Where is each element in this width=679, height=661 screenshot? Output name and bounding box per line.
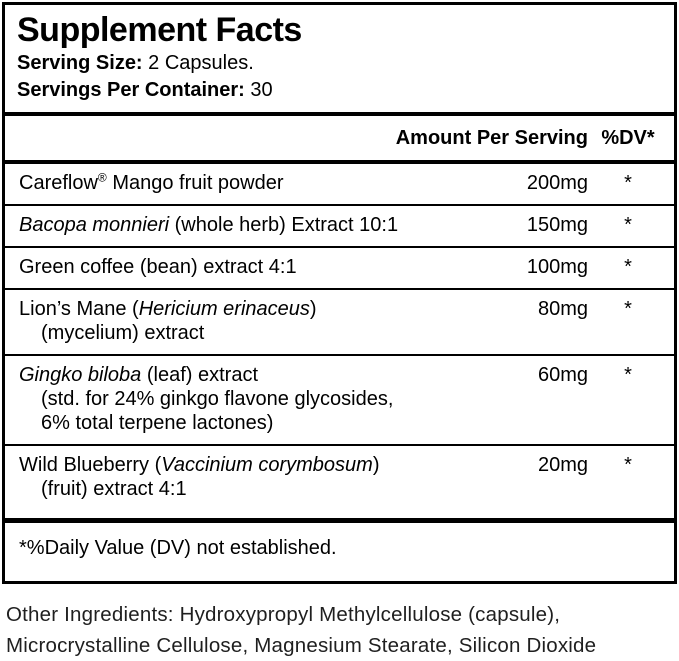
serving-size-value: 2 Capsules. — [148, 52, 254, 74]
servings-per-container-line: Servings Per Container: 30 — [17, 77, 662, 104]
ingredient-dv: * — [624, 172, 632, 194]
ingredient-name: Gingko biloba (leaf) extract (std. for 24… — [19, 363, 488, 435]
facts-rows: Careflow® Mango fruit powder 200mg * Bacopa… — [5, 164, 674, 518]
ingredient-dv: * — [624, 256, 632, 278]
ingredient-dv: * — [624, 298, 632, 320]
ingredient-amount: 150mg — [526, 214, 588, 236]
table-row: Lion’s Mane (Hericium erinaceus) (myceliu… — [5, 288, 674, 354]
table-row: Gingko biloba (leaf) extract (std. for 24… — [5, 354, 674, 444]
column-header-dv: %DV* — [601, 126, 655, 149]
ingredient-amount: 20mg — [537, 454, 588, 476]
servings-per-container-label: Servings Per Container: — [17, 79, 245, 101]
facts-header: Supplement Facts Serving Size: 2 Capsule… — [5, 5, 674, 112]
ingredient-name-line: (std. for 24% ginkgo flavone glycosides, — [41, 388, 394, 410]
ingredient-amount: 100mg — [526, 256, 588, 278]
ingredient-amount: 80mg — [537, 298, 588, 320]
ingredient-name-line: Green coffee (bean) extract 4:1 — [19, 256, 297, 278]
ingredient-name-line: (fruit) extract 4:1 — [41, 478, 187, 500]
divider-footnote — [5, 518, 674, 523]
ingredient-name-line: Careflow® Mango fruit powder — [19, 170, 284, 194]
ingredient-name: Wild Blueberry (Vaccinium corymbosum) (fr… — [19, 453, 488, 501]
ingredient-name: Careflow® Mango fruit powder — [19, 171, 488, 195]
ingredient-name-line: Wild Blueberry (Vaccinium corymbosum) — [19, 454, 380, 476]
divider-thick — [5, 160, 674, 164]
column-header-amount: Amount Per Serving — [395, 126, 588, 149]
ingredient-name: Green coffee (bean) extract 4:1 — [19, 255, 488, 279]
table-row: Green coffee (bean) extract 4:1 100mg * — [5, 246, 674, 288]
ingredient-amount: 60mg — [537, 364, 588, 386]
ingredient-name: Bacopa monnieri (whole herb) Extract 10:… — [19, 213, 488, 237]
ingredient-amount: 200mg — [526, 172, 588, 194]
serving-size-label: Serving Size: — [17, 52, 143, 74]
ingredient-name-line: Bacopa monnieri (whole herb) Extract 10:… — [19, 214, 399, 236]
column-header-row: Amount Per Serving %DV* — [5, 116, 674, 160]
other-ingredients: Other Ingredients: Hydroxypropyl Methylc… — [0, 584, 679, 661]
ingredient-dv: * — [624, 364, 632, 386]
other-ingredients-line: Other Ingredients: Hydroxypropyl Methylc… — [6, 603, 561, 626]
ingredient-name-line: Gingko biloba (leaf) extract — [19, 364, 259, 386]
ingredient-dv: * — [624, 454, 632, 476]
supplement-facts-panel: Supplement Facts Serving Size: 2 Capsule… — [2, 2, 677, 584]
dv-footnote: *%Daily Value (DV) not established. — [19, 537, 337, 559]
table-row: Wild Blueberry (Vaccinium corymbosum) (fr… — [5, 444, 674, 518]
ingredient-name-line: Lion’s Mane (Hericium erinaceus) — [19, 298, 317, 320]
table-row: Bacopa monnieri (whole herb) Extract 10:… — [5, 204, 674, 246]
page-title: Supplement Facts — [17, 11, 302, 49]
table-row: Careflow® Mango fruit powder 200mg * — [5, 164, 674, 204]
servings-per-container-value: 30 — [250, 79, 273, 101]
ingredient-name-line: 6% total terpene lactones) — [41, 412, 274, 434]
other-ingredients-line: Microcrystalline Cellulose, Magnesium St… — [6, 634, 597, 657]
serving-size-line: Serving Size: 2 Capsules. — [17, 50, 662, 77]
ingredient-name-line: (mycelium) extract — [41, 322, 205, 344]
ingredient-name: Lion’s Mane (Hericium erinaceus) (myceliu… — [19, 297, 488, 345]
ingredient-dv: * — [624, 214, 632, 236]
divider-thick — [5, 112, 674, 116]
